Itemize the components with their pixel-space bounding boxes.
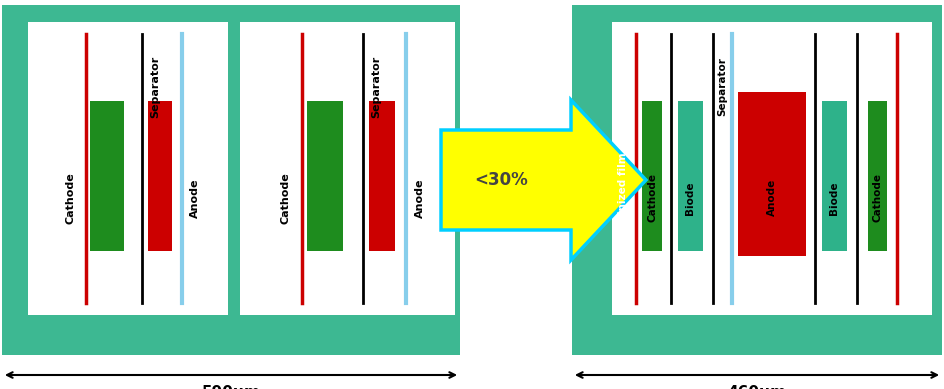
- Bar: [677, 101, 702, 251]
- Bar: [612, 22, 931, 315]
- Text: Separator: Separator: [716, 57, 727, 116]
- Bar: [368, 101, 395, 251]
- Text: Anode: Anode: [414, 178, 424, 217]
- Text: Biode: Biode: [829, 181, 838, 215]
- Text: 590μm: 590μm: [201, 385, 261, 389]
- Bar: [306, 101, 343, 251]
- Text: Biode: Biode: [684, 181, 695, 215]
- Bar: [2, 5, 460, 355]
- Bar: [737, 92, 804, 256]
- Bar: [571, 5, 941, 355]
- Bar: [28, 22, 228, 315]
- Bar: [148, 101, 172, 251]
- Bar: [820, 101, 847, 251]
- Text: Anode: Anode: [767, 179, 776, 216]
- Text: Cathode: Cathode: [647, 173, 656, 222]
- Text: Separator: Separator: [371, 55, 381, 117]
- Text: Separator: Separator: [150, 55, 160, 117]
- Bar: [240, 22, 454, 315]
- Text: Cathode: Cathode: [871, 173, 882, 222]
- Polygon shape: [441, 100, 646, 260]
- Text: Aluminized film: Aluminized film: [617, 152, 628, 244]
- Text: <30%: <30%: [474, 171, 528, 189]
- Text: 460μm: 460μm: [727, 385, 785, 389]
- Text: Cathode: Cathode: [65, 172, 75, 224]
- Bar: [90, 101, 124, 251]
- Bar: [868, 101, 886, 251]
- Bar: [642, 101, 661, 251]
- Text: Anode: Anode: [190, 178, 200, 217]
- Text: Cathode: Cathode: [279, 172, 290, 224]
- Text: Aluminized film: Aluminized film: [41, 149, 51, 246]
